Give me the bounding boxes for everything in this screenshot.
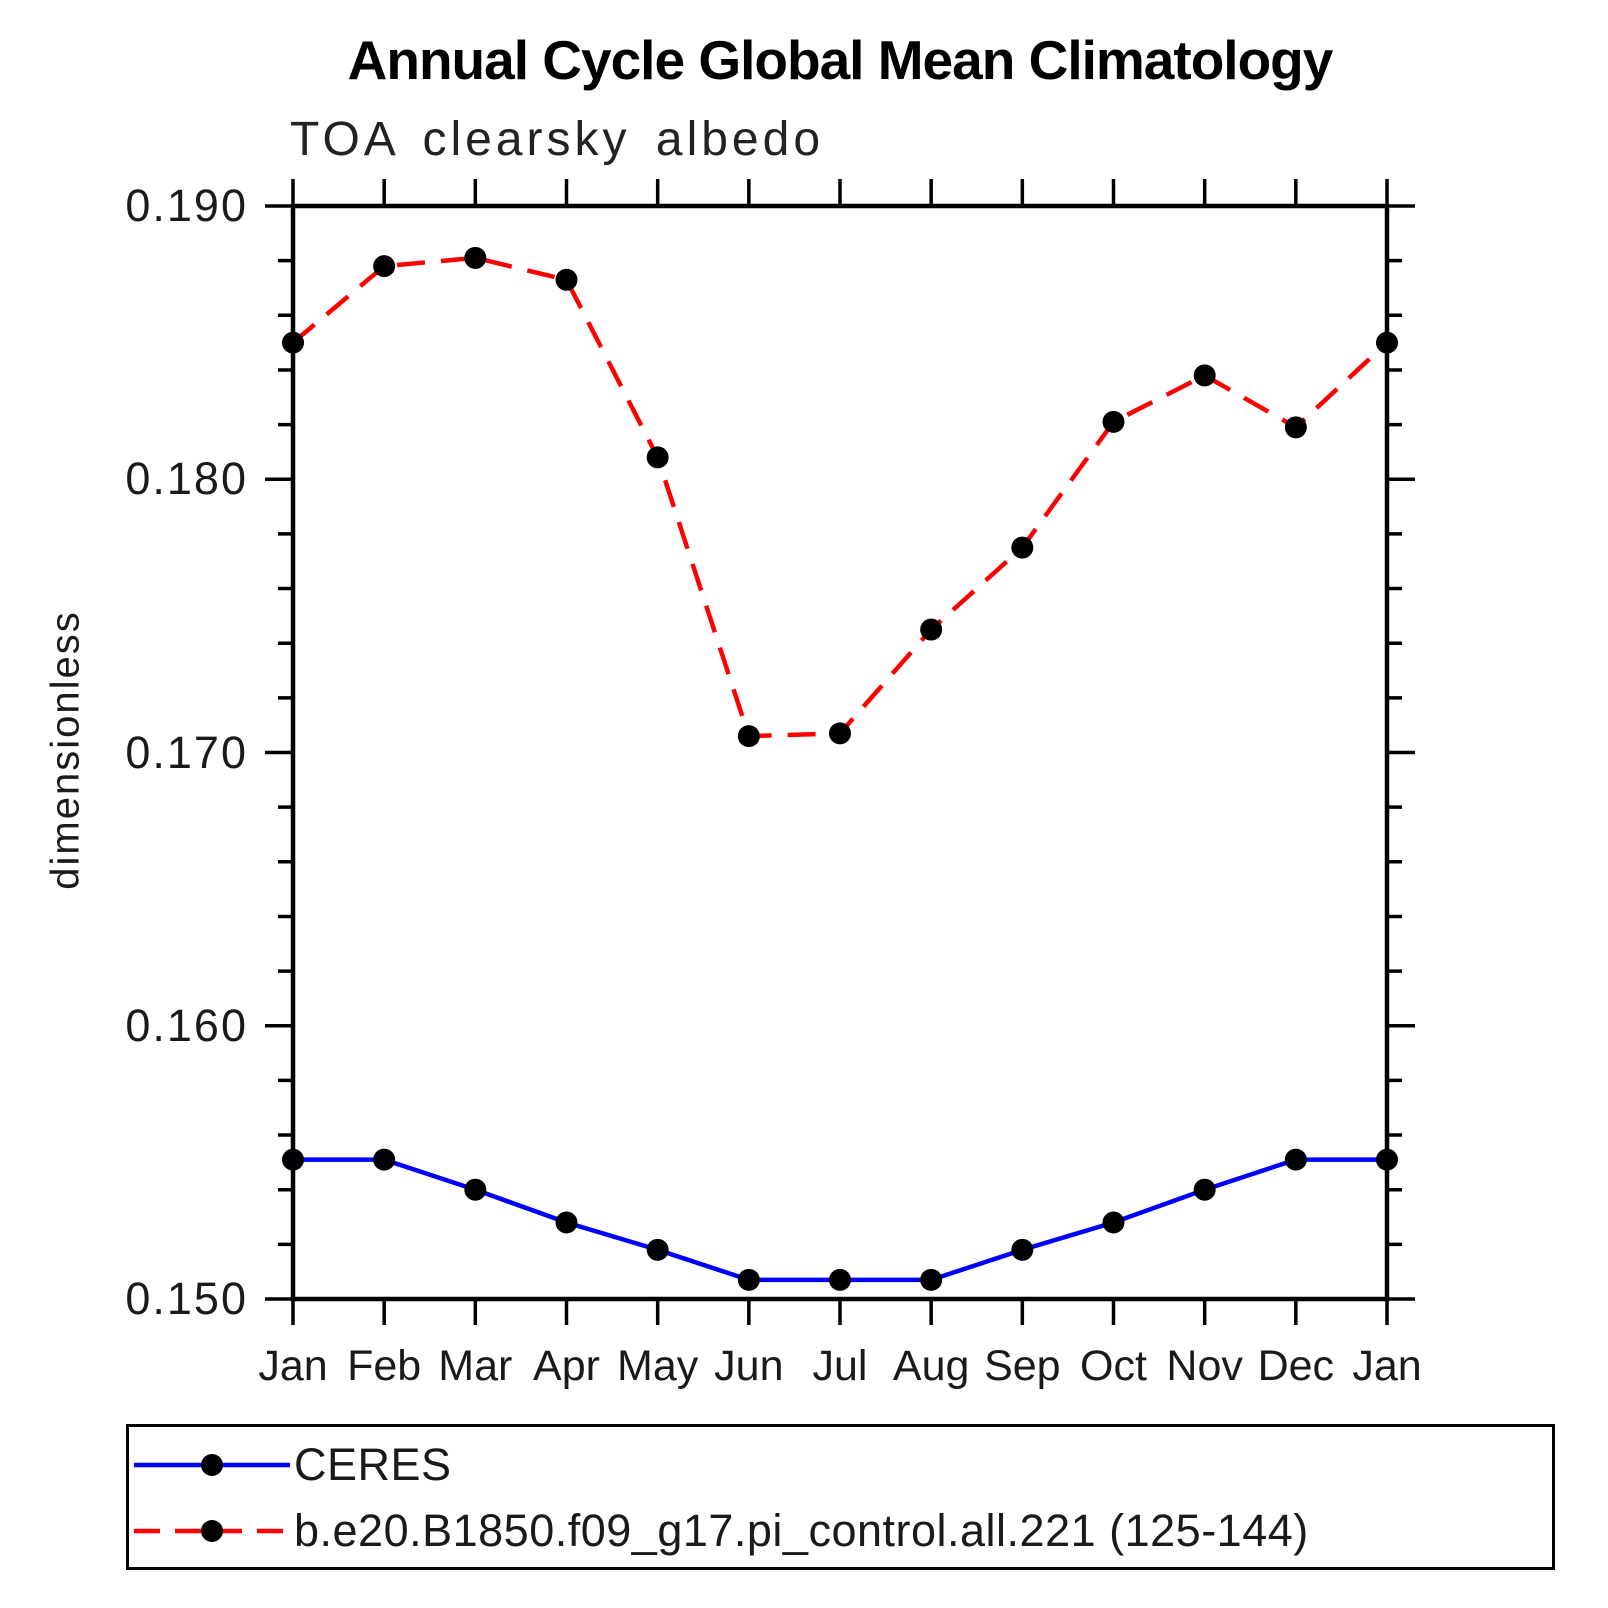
data-point-marker xyxy=(464,1178,487,1201)
data-point-marker xyxy=(373,255,396,278)
legend-marker-dot xyxy=(201,1520,223,1542)
y-tick-label: 0.160 xyxy=(125,999,248,1051)
legend-marker-dot xyxy=(201,1454,223,1476)
series-line-ceres xyxy=(293,1157,1387,1283)
legend-line-sample-dashed xyxy=(134,1520,290,1542)
x-tick-label: Jul xyxy=(812,1342,868,1390)
x-tick-label: Jan xyxy=(1352,1342,1422,1390)
x-tick-label: Mar xyxy=(438,1342,513,1390)
data-point-marker xyxy=(920,1268,943,1291)
y-tick-label: 0.150 xyxy=(125,1273,248,1324)
series-line-model xyxy=(291,255,1389,739)
data-point-marker xyxy=(737,1268,760,1291)
data-point-marker xyxy=(829,1268,851,1291)
axis-frame xyxy=(290,203,1390,1302)
x-tick-label: May xyxy=(617,1342,699,1390)
data-point-marker xyxy=(737,725,760,748)
y-tick-label: 0.180 xyxy=(125,453,248,505)
data-point-marker xyxy=(1102,410,1125,433)
data-point-marker xyxy=(1376,1148,1398,1171)
x-tick-label: Jun xyxy=(714,1342,784,1390)
x-tick-label: Sep xyxy=(984,1342,1061,1390)
data-point-marker xyxy=(282,1148,304,1171)
y-tick-label: 0.190 xyxy=(125,180,248,231)
x-tick-label: Apr xyxy=(533,1342,600,1390)
axis-ticks xyxy=(265,179,1415,1325)
legend-label: CERES xyxy=(294,1439,452,1490)
data-point-marker xyxy=(373,1148,396,1171)
legend-item-ceres: CERES xyxy=(132,1439,452,1490)
x-tick-label: Dec xyxy=(1257,1342,1335,1390)
data-point-marker xyxy=(555,1211,578,1234)
data-point-marker xyxy=(464,246,487,269)
data-point-marker xyxy=(920,618,943,641)
x-tick-label: Feb xyxy=(347,1342,422,1390)
data-point-marker xyxy=(1193,1178,1216,1201)
data-point-marker xyxy=(646,446,669,469)
y-tick-label: 0.170 xyxy=(125,726,248,778)
data-point-marker xyxy=(1102,1211,1125,1234)
data-point-marker xyxy=(555,268,578,291)
data-point-marker xyxy=(1376,331,1398,354)
legend-label: b.e20.B1850.f09_g17.pi_control.all.221 (… xyxy=(294,1505,1309,1556)
x-tick-label: Nov xyxy=(1166,1342,1243,1390)
data-point-marker xyxy=(1284,1148,1307,1171)
data-point-marker xyxy=(1011,536,1034,559)
data-point-marker xyxy=(1284,416,1307,439)
data-point-marker xyxy=(829,722,851,745)
chart-subtitle: TOA clearsky albedo xyxy=(290,113,825,166)
legend-box: CERES b.e20.B1850.f09_g17.pi_control.all… xyxy=(126,1424,1555,1570)
x-tick-label: Aug xyxy=(892,1342,970,1390)
data-point-marker xyxy=(1011,1238,1034,1261)
chart-title: Annual Cycle Global Mean Climatology xyxy=(347,29,1334,91)
data-point-marker xyxy=(282,331,304,354)
legend-item-model: b.e20.B1850.f09_g17.pi_control.all.221 (… xyxy=(132,1505,1309,1556)
x-tick-label: Oct xyxy=(1080,1342,1147,1390)
data-point-marker xyxy=(646,1238,669,1261)
legend-line-sample-solid xyxy=(134,1454,290,1476)
data-point-marker xyxy=(1193,364,1216,387)
x-tick-label: Jan xyxy=(258,1342,328,1390)
